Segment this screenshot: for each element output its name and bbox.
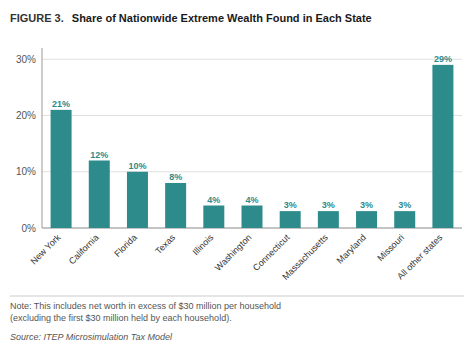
data-label: 29% [434,54,452,64]
x-tick-label: All other states [395,232,445,282]
y-axis-line [42,48,43,228]
grid [42,59,462,228]
x-tick-label: Massachusetts [280,232,330,282]
figure-label: FIGURE 3. [10,12,64,24]
y-tick-label: 10% [16,166,36,177]
data-label: 4% [207,195,220,205]
x-tick-label: New York [29,232,63,266]
data-label: 4% [245,195,258,205]
y-tick-label: 30% [16,54,36,65]
x-tick-label: Missouri [375,232,406,263]
bar [280,211,301,228]
data-label: 3% [398,200,411,210]
data-label: 3% [360,200,373,210]
bar [165,183,186,228]
grid-line [42,59,462,60]
x-tick-label: Texas [153,232,177,256]
data-label: 3% [322,200,335,210]
bar [127,172,148,228]
bars [51,65,454,228]
bar [242,206,263,229]
x-tick-label: Maryland [335,232,368,265]
x-tick-label: Florida [112,232,139,259]
data-label: 12% [90,150,108,160]
bar [318,211,339,228]
bar [89,161,110,229]
separator [10,296,464,297]
bar [356,211,377,228]
note: Note: This includes net worth in excess … [10,301,281,311]
bar [203,206,224,229]
bar [394,211,415,228]
x-tick-label: Washington [213,232,253,272]
data-label: 3% [284,200,297,210]
data-label: 10% [128,161,146,171]
y-tick-label: 20% [16,110,36,121]
bar [432,65,453,228]
x-tick-label: Connecticut [251,232,292,273]
x-tick-label: Illinois [190,232,215,257]
source: Source: ITEP Microsimulation Tax Model [10,332,173,342]
title: Share of Nationwide Extreme Wealth Found… [72,12,372,24]
data-label: 21% [52,99,70,109]
bar [51,110,72,228]
x-tick-label: California [67,232,101,266]
grid-line [42,115,462,116]
y-tick-label: 0% [22,223,37,234]
chart: FIGURE 3. Share of Nationwide Extreme Wea… [0,0,474,359]
data-label: 8% [169,172,182,182]
note: (excluding the first $30 million held by… [10,313,232,323]
